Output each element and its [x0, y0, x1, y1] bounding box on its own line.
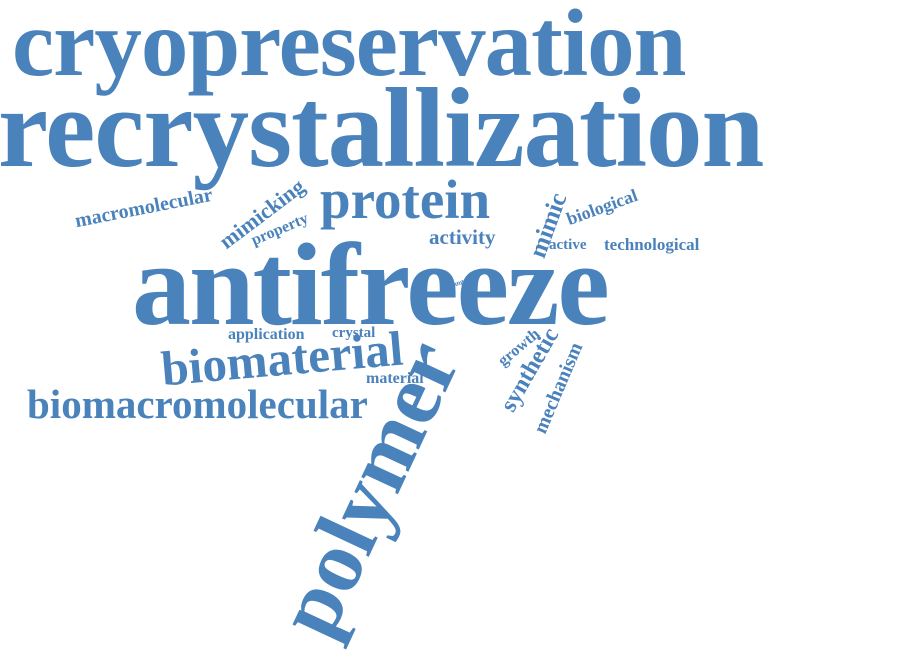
word-technological: technological	[604, 235, 700, 254]
word-recrystallization: recrystallization	[0, 66, 764, 191]
word-antifreeze: antifreeze	[132, 219, 610, 350]
word-crystal: crystal	[332, 325, 376, 341]
word-material: material	[366, 370, 424, 387]
word-application: application	[228, 326, 305, 343]
word-biomacromolecular: biomacromolecular	[27, 381, 368, 427]
word-active: active	[549, 237, 587, 253]
word-protein: protein	[320, 169, 491, 230]
word-activity: activity	[429, 225, 496, 249]
word-cryopreservation: cryopreservation	[12, 0, 686, 96]
